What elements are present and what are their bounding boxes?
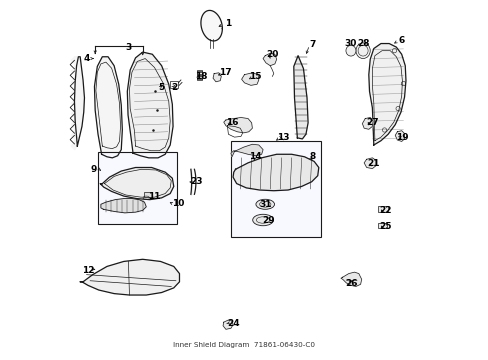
Text: 15: 15	[248, 72, 261, 81]
Polygon shape	[394, 131, 404, 141]
Polygon shape	[100, 167, 173, 200]
Bar	[98, 152, 176, 224]
Bar	[143, 192, 151, 197]
Polygon shape	[94, 57, 122, 158]
Bar	[196, 70, 202, 80]
Text: 23: 23	[190, 177, 202, 186]
Text: 25: 25	[379, 222, 391, 231]
Text: 13: 13	[276, 132, 289, 141]
Polygon shape	[340, 272, 361, 287]
Bar	[230, 141, 321, 237]
Text: 10: 10	[172, 199, 184, 208]
Polygon shape	[241, 73, 258, 85]
Text: 17: 17	[218, 68, 231, 77]
Ellipse shape	[255, 199, 274, 209]
Text: 7: 7	[308, 40, 315, 49]
Text: Inner Shield Diagram  71861-06430-C0: Inner Shield Diagram 71861-06430-C0	[173, 342, 315, 348]
Text: 4: 4	[83, 54, 90, 63]
Text: 11: 11	[148, 192, 161, 201]
Text: 8: 8	[308, 152, 315, 161]
Polygon shape	[201, 10, 222, 41]
Text: 30: 30	[344, 39, 356, 48]
Text: 3: 3	[125, 43, 131, 52]
Polygon shape	[230, 144, 263, 157]
Ellipse shape	[345, 45, 355, 56]
Text: 29: 29	[262, 216, 275, 225]
Text: 12: 12	[81, 266, 94, 275]
Polygon shape	[293, 56, 307, 139]
Text: 9: 9	[90, 165, 97, 174]
Text: 24: 24	[226, 319, 239, 328]
Text: 22: 22	[379, 206, 391, 215]
Ellipse shape	[252, 214, 273, 226]
Polygon shape	[364, 158, 375, 168]
Text: 1: 1	[225, 19, 231, 28]
Polygon shape	[127, 52, 173, 158]
Polygon shape	[223, 320, 233, 329]
Polygon shape	[80, 259, 179, 295]
Polygon shape	[233, 154, 318, 191]
Bar	[378, 223, 386, 228]
Text: 16: 16	[225, 118, 238, 127]
Text: 26: 26	[345, 279, 357, 288]
Ellipse shape	[355, 43, 369, 59]
Polygon shape	[71, 57, 84, 150]
Polygon shape	[263, 53, 276, 66]
Text: 28: 28	[356, 39, 368, 48]
Polygon shape	[101, 199, 146, 213]
Polygon shape	[368, 44, 405, 145]
Polygon shape	[213, 73, 221, 82]
Text: 5: 5	[158, 83, 164, 92]
Bar	[378, 206, 387, 212]
Polygon shape	[224, 117, 252, 133]
Text: 20: 20	[265, 50, 278, 59]
Text: 31: 31	[259, 200, 272, 209]
Text: 19: 19	[395, 132, 408, 141]
Polygon shape	[362, 117, 372, 129]
Bar	[170, 81, 178, 88]
Text: 2: 2	[171, 83, 178, 92]
Text: 6: 6	[398, 36, 404, 45]
Text: 21: 21	[367, 159, 379, 168]
Text: 18: 18	[194, 72, 207, 81]
Text: 27: 27	[366, 118, 378, 127]
Text: 14: 14	[248, 152, 261, 161]
